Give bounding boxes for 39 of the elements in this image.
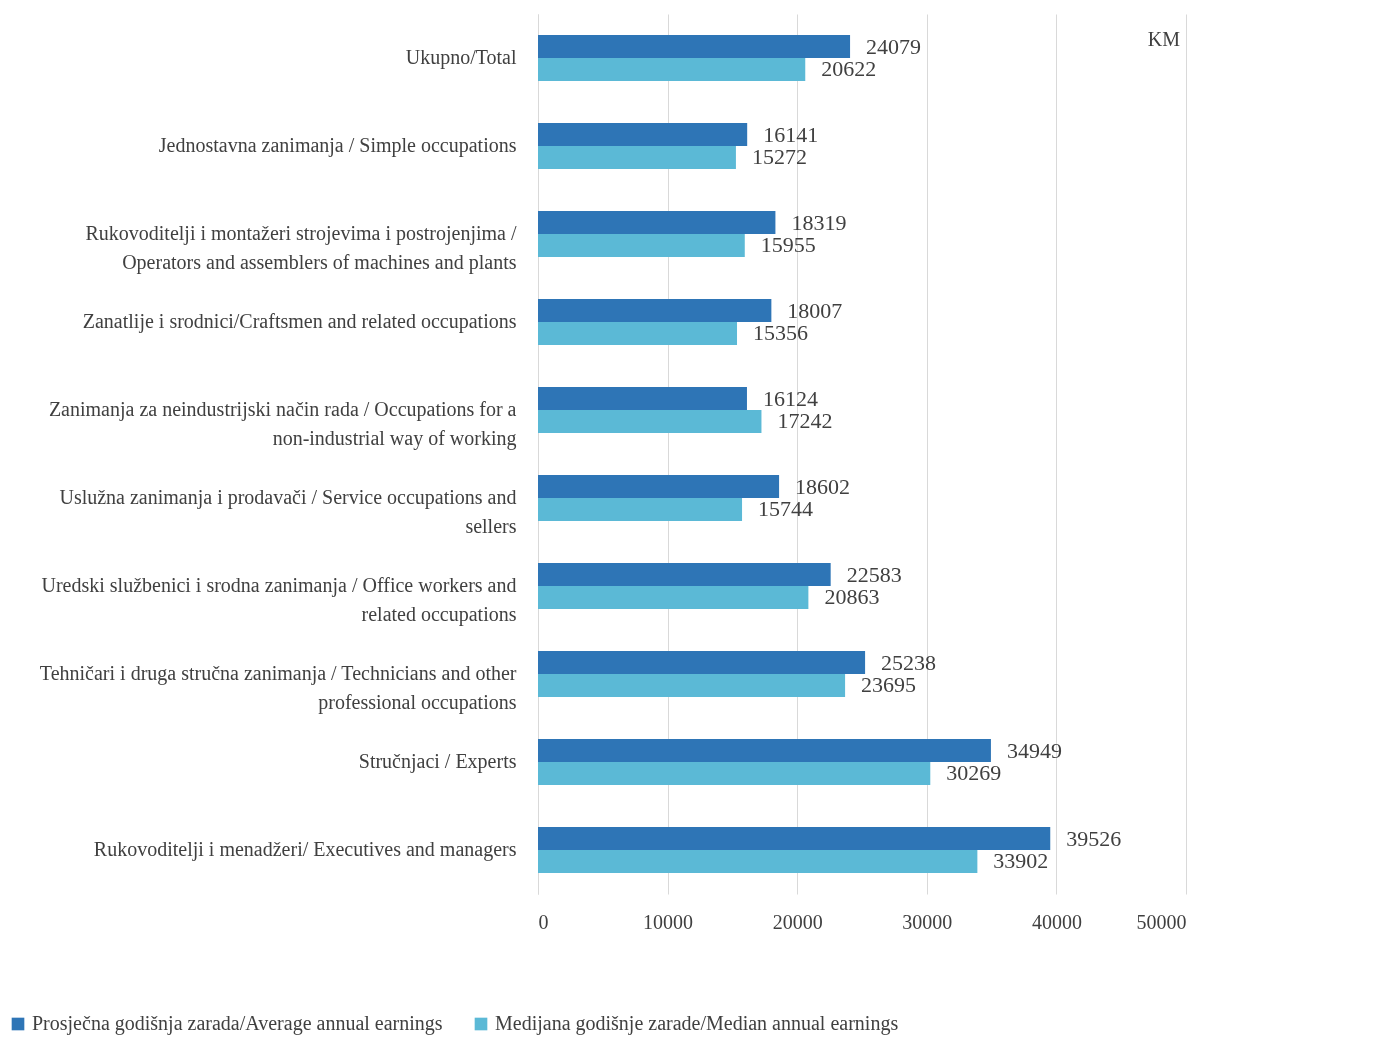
legend-label: Prosječna godišnja zarada/Average annual earnings xyxy=(32,1012,443,1035)
y-tick-label: Uslužna zanimanja i prodavači / Service occupations and sellers xyxy=(59,486,517,537)
data-label: 25238 xyxy=(881,649,937,675)
data-label: 34949 xyxy=(1006,737,1062,763)
data-label: 17242 xyxy=(777,408,833,434)
data-label: 18602 xyxy=(795,473,851,499)
x-tick-label: 10000 xyxy=(643,910,694,933)
data-label: 15272 xyxy=(751,144,807,170)
x-tick-label: 30000 xyxy=(902,910,953,933)
data-label: 18007 xyxy=(787,297,843,323)
y-tick-label: Zanatlije i srodnici/Craftsmen and related occupations xyxy=(82,310,517,333)
y-tick-label: Ukupno/Total xyxy=(405,46,517,69)
data-label: 20622 xyxy=(821,56,877,82)
y-tick-label: Tehničari i druga stručna zanimanja / Technicians and other professional occupations xyxy=(39,662,517,714)
x-tick-label: 0 xyxy=(538,910,549,933)
legend-label: Medijana godišnje zarade/Median annual earnings xyxy=(495,1012,899,1035)
data-label: 16124 xyxy=(762,385,818,411)
data-label: 33902 xyxy=(993,848,1049,874)
data-label: 22583 xyxy=(846,561,902,587)
y-tick-label: Rukovoditelji i montažeri strojevima i postrojenjima / Operators and assemblers of machines and plants xyxy=(85,222,517,274)
y-tick-label: Uredski službenici i srodna zanimanja / Office workers and related occupations xyxy=(41,574,517,626)
data-label: 15744 xyxy=(758,496,814,522)
annotation: KM xyxy=(1147,28,1181,50)
data-label: 23695 xyxy=(861,672,917,698)
data-label: 18319 xyxy=(791,209,847,235)
y-tick-label: Jednostavna zanimanja / Simple occupations xyxy=(158,134,517,157)
data-label: 30269 xyxy=(946,760,1002,786)
data-label: 16141 xyxy=(763,121,819,147)
y-tick-label: Rukovoditelji i menadžeri/ Executives and managers xyxy=(93,838,517,861)
x-tick-label: 40000 xyxy=(1031,910,1082,933)
x-tick-label: 20000 xyxy=(772,910,823,933)
data-label: 20863 xyxy=(824,584,880,610)
data-label: 24079 xyxy=(866,33,922,59)
x-tick-label: 50000 xyxy=(1136,910,1187,933)
y-tick-label: Stručnjaci / Experts xyxy=(358,750,517,773)
data-label: 39526 xyxy=(1066,825,1122,851)
data-label: 15356 xyxy=(753,320,809,346)
y-tick-label: Zanimanja za neindustrijski način rada / Occupations for a non-industrial way of working xyxy=(48,398,517,450)
data-label: 15955 xyxy=(760,232,816,258)
